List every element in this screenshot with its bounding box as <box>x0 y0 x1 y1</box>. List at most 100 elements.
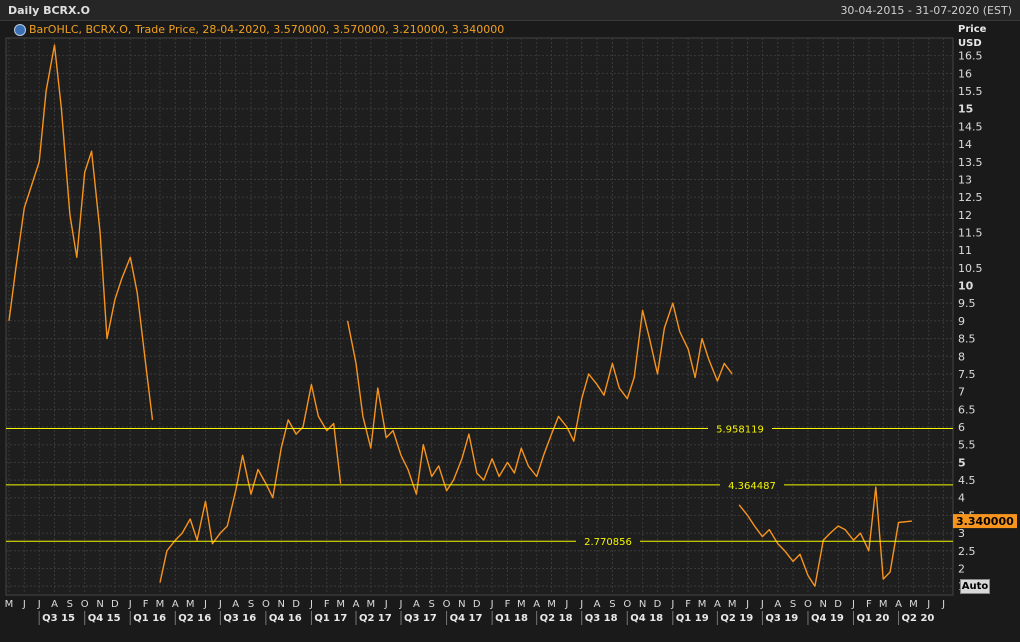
y-tick-label: 8 <box>958 350 965 363</box>
x-quarter-label: Q3 18 <box>585 613 618 624</box>
x-month-label: M <box>698 599 707 610</box>
x-month-label: O <box>443 599 451 610</box>
price-series-line <box>8 44 912 587</box>
x-month-label: M <box>909 599 918 610</box>
x-month-label: O <box>804 599 812 610</box>
y-tick-label: 2 <box>958 562 965 575</box>
y-tick-label: 15.5 <box>958 85 983 98</box>
x-quarter-label: Q3 16 <box>223 613 256 624</box>
x-quarter-label: Q2 19 <box>720 613 753 624</box>
x-month-label: J <box>579 599 583 610</box>
current-price-label: 3.340000 <box>956 515 1014 528</box>
plot-area <box>5 37 954 596</box>
x-month-label: J <box>745 599 749 610</box>
x-quarter-label: Q4 19 <box>811 613 844 624</box>
x-quarter-label: Q2 16 <box>178 613 211 624</box>
x-month-label: J <box>926 599 930 610</box>
x-month-label: A <box>172 599 179 610</box>
x-quarter-label: Q3 15 <box>42 613 75 624</box>
x-month-label: A <box>714 599 721 610</box>
x-month-label: M <box>367 599 376 610</box>
x-month-label: S <box>248 599 254 610</box>
y-tick-label: 10.5 <box>958 262 983 275</box>
x-month-label: S <box>790 599 796 610</box>
x-month-label: J <box>22 599 26 610</box>
y-tick-label: 14.5 <box>958 120 983 133</box>
level-label: 2.770856 <box>584 537 632 548</box>
y-tick-label: 12.5 <box>958 191 983 204</box>
x-month-label: J <box>384 599 388 610</box>
y-tick-label: 16.5 <box>958 50 983 63</box>
x-quarter-label: Q4 17 <box>450 613 483 624</box>
x-month-label: M <box>728 599 737 610</box>
x-month-label: M <box>547 599 556 610</box>
y-tick-label: 4 <box>958 492 965 505</box>
y-axis-unit: USD <box>958 38 982 49</box>
y-tick-label: 5.5 <box>958 439 976 452</box>
x-month-label: M <box>336 599 345 610</box>
x-month-label: J <box>564 599 568 610</box>
series-legend[interactable]: BarOHLC, BCRX.O, Trade Price, 28-04-2020… <box>14 23 504 36</box>
x-quarter-label: Q1 19 <box>676 613 709 624</box>
x-month-label: D <box>473 599 481 610</box>
auto-scale-button[interactable]: Auto <box>960 579 990 594</box>
x-month-label: A <box>533 599 540 610</box>
y-tick-label: 5 <box>958 456 966 469</box>
x-month-label: F <box>143 599 149 610</box>
x-month-label: A <box>594 599 601 610</box>
x-quarter-label: Q4 18 <box>630 613 663 624</box>
x-month-label: J <box>851 599 855 610</box>
x-month-label: F <box>866 599 872 610</box>
y-tick-label: 15 <box>958 103 973 116</box>
y-tick-label: 9.5 <box>958 297 976 310</box>
y-tick-label: 8.5 <box>958 333 976 346</box>
level-label-bg <box>576 535 640 548</box>
x-quarter-label: Q4 16 <box>269 613 302 624</box>
x-month-label: J <box>128 599 132 610</box>
x-quarter-label: Q2 18 <box>540 613 573 624</box>
x-month-label: J <box>309 599 313 610</box>
x-month-label: S <box>429 599 435 610</box>
series-settings-icon[interactable] <box>14 23 26 36</box>
x-month-label: S <box>609 599 615 610</box>
x-month-label: F <box>685 599 691 610</box>
y-tick-label: 16 <box>958 67 972 80</box>
x-quarter-label: Q3 19 <box>765 613 798 624</box>
x-month-label: N <box>820 599 827 610</box>
y-tick-label: 13 <box>958 173 972 186</box>
y-tick-label: 4.5 <box>958 474 976 487</box>
x-month-label: J <box>399 599 403 610</box>
x-month-label: J <box>941 599 945 610</box>
y-tick-label: 10 <box>958 280 974 293</box>
x-month-label: A <box>895 599 902 610</box>
x-quarter-label: Q1 18 <box>495 613 528 624</box>
x-month-label: M <box>5 599 14 610</box>
x-month-label: J <box>218 599 222 610</box>
x-month-label: M <box>186 599 195 610</box>
x-month-label: N <box>639 599 646 610</box>
x-month-label: O <box>623 599 631 610</box>
x-month-label: F <box>505 599 511 610</box>
x-month-label: O <box>262 599 270 610</box>
x-month-label: A <box>413 599 420 610</box>
x-month-label: A <box>353 599 360 610</box>
level-label-bg <box>720 478 784 491</box>
date-range: 30-04-2015 - 31-07-2020 (EST) <box>840 4 1012 17</box>
x-month-label: N <box>458 599 465 610</box>
y-axis-name: Price <box>958 24 987 35</box>
x-month-label: N <box>277 599 284 610</box>
x-month-label: A <box>51 599 58 610</box>
x-month-label: M <box>879 599 888 610</box>
y-tick-label: 11.5 <box>958 227 983 240</box>
y-tick-label: 14 <box>958 138 972 151</box>
x-quarter-label: Q3 17 <box>404 613 437 624</box>
level-label: 5.958119 <box>716 424 764 435</box>
level-label-bg <box>708 422 772 435</box>
level-label: 4.364487 <box>728 481 776 492</box>
y-tick-label: 7.5 <box>958 368 976 381</box>
x-month-label: D <box>292 599 300 610</box>
x-month-label: D <box>834 599 842 610</box>
x-month-label: M <box>156 599 165 610</box>
